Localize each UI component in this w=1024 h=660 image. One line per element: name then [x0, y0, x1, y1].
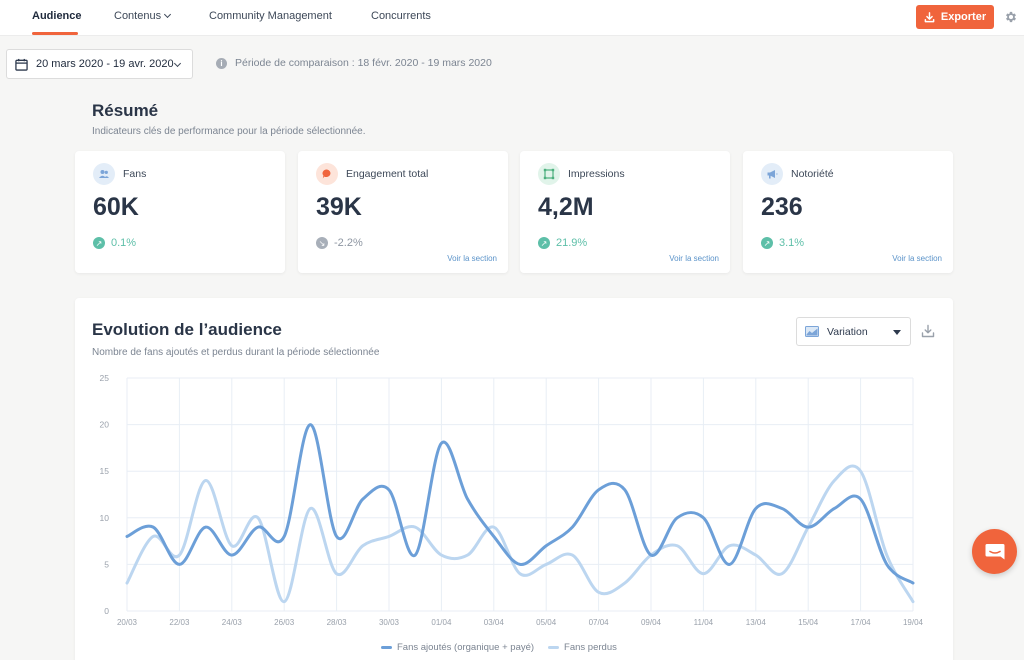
kpi-card-impressions: Impressions 4,2M ↗ 21.9% Voir la section — [520, 151, 730, 273]
kpi-trend: ↗ 3.1% — [761, 237, 804, 249]
comparison-period-text: Période de comparaison : 18 févr. 2020 -… — [235, 57, 492, 69]
legend-label: Fans ajoutés (organique + payé) — [397, 642, 535, 653]
x-tick-label: 01/04 — [431, 618, 452, 627]
legend-label: Fans perdus — [564, 642, 617, 653]
summary-title: Résumé — [92, 101, 159, 120]
kpi-label: Notoriété — [791, 168, 834, 180]
gear-icon[interactable] — [1004, 10, 1018, 24]
kpi-value: 60K — [93, 193, 139, 221]
calendar-icon — [15, 58, 28, 71]
trend-up-icon: ↗ — [761, 237, 773, 249]
audience-line-chart: 0 5 10 15 20 25 20/03 22/03 24/03 26/03 28/03 30/03… — [100, 373, 924, 627]
chart-view-select-value: Variation — [827, 325, 868, 338]
chevron-down-icon — [164, 10, 172, 19]
x-tick-label: 13/04 — [746, 618, 767, 627]
see-section-link[interactable]: Voir la section — [447, 254, 497, 263]
kpi-trend: ↗ 0.1% — [93, 237, 136, 249]
chart-view-select[interactable]: Variation — [796, 317, 911, 346]
comparison-period: i Période de comparaison : 18 févr. 2020… — [216, 57, 492, 69]
trend-up-icon: ↗ — [538, 237, 550, 249]
chat-bubble-icon — [316, 163, 338, 185]
x-tick-label: 26/03 — [274, 618, 295, 627]
top-navigation: Audience Contenus Community Management C… — [0, 0, 1024, 36]
kpi-card-fans: Fans 60K ↗ 0.1% — [75, 151, 285, 273]
tab-contenus[interactable]: Contenus — [114, 10, 172, 22]
kpi-trend: ↗ 21.9% — [538, 237, 587, 249]
area-chart-icon — [805, 326, 819, 337]
chart-title: Evolution de l’audience — [92, 320, 282, 339]
kpi-value: 39K — [316, 193, 362, 221]
export-button[interactable]: Exporter — [916, 5, 994, 29]
download-icon[interactable] — [921, 324, 935, 338]
kpi-header: Impressions — [538, 163, 625, 185]
x-tick-label: 22/03 — [169, 618, 190, 627]
download-icon — [924, 11, 935, 22]
x-tick-label: 17/04 — [851, 618, 872, 627]
x-tick-label: 07/04 — [589, 618, 610, 627]
date-range-value: 20 mars 2020 - 19 avr. 2020 — [36, 58, 174, 70]
x-tick-label: 30/03 — [379, 618, 400, 627]
legend-item-lost[interactable]: Fans perdus — [548, 642, 617, 653]
chevron-down-icon — [173, 59, 182, 68]
users-icon — [93, 163, 115, 185]
trend-down-icon: ↘ — [316, 237, 328, 249]
tab-contenus-label: Contenus — [114, 10, 162, 22]
x-tick-label: 11/04 — [694, 618, 714, 627]
x-tick-label: 24/03 — [222, 618, 243, 627]
info-icon: i — [216, 57, 227, 69]
audience-evolution-card: 0 5 10 15 20 25 20/03 22/03 24/03 26/03 28/03 30/03… — [75, 298, 953, 660]
chart-subtitle: Nombre de fans ajoutés et perdus durant … — [92, 347, 380, 358]
chat-support-button[interactable] — [972, 529, 1017, 574]
y-tick-label: 15 — [100, 466, 110, 476]
see-section-link[interactable]: Voir la section — [669, 254, 719, 263]
x-tick-label: 03/04 — [484, 618, 505, 627]
x-tick-label: 09/04 — [641, 618, 662, 627]
kpi-header: Fans — [93, 163, 146, 185]
chart-legend: Fans ajoutés (organique + payé) Fans per… — [381, 642, 617, 653]
export-button-label: Exporter — [940, 11, 987, 23]
series-line-fans-lost — [125, 464, 915, 604]
y-tick-label: 10 — [100, 513, 110, 523]
kpi-label: Engagement total — [346, 168, 429, 180]
kpi-value: 4,2M — [538, 193, 594, 221]
caret-down-icon — [893, 330, 901, 335]
date-range-select[interactable]: 20 mars 2020 - 19 avr. 2020 — [6, 49, 193, 79]
kpi-trend: ↘ -2.2% — [316, 237, 363, 249]
legend-swatch — [548, 646, 560, 649]
x-tick-label: 19/04 — [903, 618, 924, 627]
kpi-label: Fans — [123, 168, 147, 180]
frame-icon — [538, 163, 560, 185]
kpi-trend-value: 0.1% — [111, 237, 137, 249]
active-tab-indicator — [32, 32, 78, 35]
tab-community-management[interactable]: Community Management — [209, 10, 332, 22]
tab-audience[interactable]: Audience — [32, 10, 82, 22]
kpi-trend-value: -2.2% — [334, 237, 363, 249]
tab-concurrents[interactable]: Concurrents — [371, 10, 431, 22]
trend-up-icon: ↗ — [93, 237, 105, 249]
kpi-trend-value: 21.9% — [556, 237, 588, 249]
chat-icon — [985, 543, 1004, 559]
kpi-trend-value: 3.1% — [779, 237, 805, 249]
kpi-card-engagement: Engagement total 39K ↘ -2.2% Voir la sec… — [298, 151, 508, 273]
kpi-value: 236 — [761, 193, 803, 221]
see-section-link[interactable]: Voir la section — [892, 254, 942, 263]
kpi-header: Notoriété — [761, 163, 834, 185]
x-tick-label: 05/04 — [536, 618, 557, 627]
kpi-card-notoriete: Notoriété 236 ↗ 3.1% Voir la section — [743, 151, 953, 273]
megaphone-icon — [761, 163, 783, 185]
y-tick-label: 25 — [100, 373, 110, 383]
kpi-header: Engagement total — [316, 163, 428, 185]
y-tick-label: 20 — [100, 420, 110, 430]
series-line-fans-added — [125, 423, 915, 585]
kpi-label: Impressions — [568, 168, 625, 180]
x-tick-label: 28/03 — [327, 618, 348, 627]
x-tick-label: 20/03 — [117, 618, 138, 627]
y-tick-label: 0 — [104, 606, 109, 616]
summary-subtitle: Indicateurs clés de performance pour la … — [92, 126, 366, 137]
x-tick-label: 15/04 — [798, 618, 819, 627]
y-tick-label: 5 — [104, 559, 109, 569]
legend-swatch — [381, 646, 392, 649]
legend-item-added[interactable]: Fans ajoutés (organique + payé) — [381, 642, 534, 653]
